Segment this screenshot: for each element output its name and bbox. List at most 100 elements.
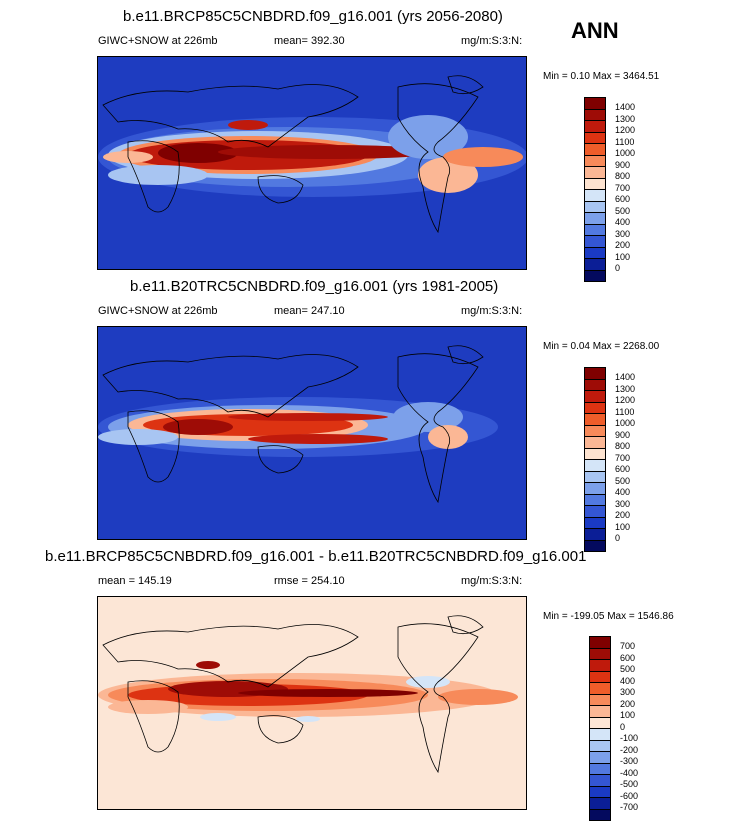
colorbar-swatch	[590, 808, 610, 820]
colorbar-tick-label: 0	[620, 721, 626, 732]
colorbar-swatch	[590, 797, 610, 809]
colorbar-swatch	[585, 200, 605, 212]
panel1-units: mg/m:S:3:N:	[461, 35, 523, 47]
colorbar-swatch	[590, 762, 610, 774]
colorbar-tick-label: -200	[620, 744, 639, 755]
colorbar-tick-label: 1100	[615, 136, 635, 147]
colorbar-tick-label: 700	[615, 182, 631, 193]
colorbar-swatch	[585, 447, 605, 459]
colorbar-tick-label: 0	[615, 263, 621, 273]
colorbar-tick-label: 1200	[615, 395, 636, 405]
colorbar-tick-label: 0	[615, 533, 621, 543]
panel1-variable: GIWC+SNOW at 226mb	[98, 35, 218, 47]
colorbar-swatch	[585, 482, 605, 494]
colorbar-swatch	[585, 189, 605, 201]
colorbar-tick-label: 500	[615, 205, 631, 216]
colorbar-tick-label: -500	[620, 779, 639, 789]
colorbar-swatch	[585, 516, 605, 528]
panel2-colorbar	[584, 367, 606, 552]
panel3-units: mg/m:S:3:N:	[461, 575, 523, 587]
panel2-minmax: Min = 0.04 Max = 2268.00	[543, 341, 660, 352]
colorbar-tick-label: -300	[620, 756, 639, 766]
colorbar-tick-label: 900	[615, 159, 631, 170]
colorbar-tick-label: 1200	[615, 125, 636, 135]
colorbar-swatch	[590, 682, 610, 694]
colorbar-swatch	[585, 269, 605, 281]
colorbar-tick-label: -100	[620, 733, 639, 743]
colorbar-tick-label: 1400	[615, 102, 636, 112]
colorbar-swatch	[585, 390, 605, 402]
colorbar-swatch	[585, 258, 605, 270]
colorbar-swatch	[585, 212, 605, 224]
colorbar-tick-label: 100	[615, 251, 631, 262]
colorbar-tick-label: 300	[615, 498, 631, 509]
colorbar-swatch	[585, 401, 605, 413]
colorbar-tick-label: 400	[620, 675, 636, 686]
colorbar-swatch	[590, 785, 610, 797]
colorbar-swatch	[585, 378, 605, 390]
colorbar-swatch	[590, 739, 610, 751]
colorbar-swatch	[585, 493, 605, 505]
panel3-minmax: Min = -199.05 Max = 1546.86	[543, 611, 674, 622]
panel1-map	[97, 56, 527, 270]
colorbar-swatch	[590, 716, 610, 728]
colorbar-swatch	[585, 539, 605, 551]
colorbar-tick-label: 300	[620, 687, 636, 697]
colorbar-tick-label: 200	[615, 510, 631, 520]
colorbar-swatch	[590, 705, 610, 717]
panel2-map	[97, 326, 527, 540]
colorbar-swatch	[590, 659, 610, 671]
panel1-title: b.e11.BRCP85C5CNBDRD.f09_g16.001 (yrs 20…	[123, 8, 503, 25]
panel3-colorbar	[589, 636, 611, 821]
colorbar-tick-label: 300	[615, 228, 631, 239]
colorbar-tick-label: 100	[620, 710, 636, 720]
panel3-map	[97, 596, 527, 810]
colorbar-tick-label: -400	[620, 767, 639, 778]
season-label: ANN	[571, 18, 619, 43]
colorbar-tick-label: 900	[615, 429, 631, 440]
colorbar-tick-label: 1400	[615, 372, 636, 382]
colorbar-tick-label: 100	[615, 521, 631, 532]
colorbar-swatch	[585, 108, 605, 120]
colorbar-swatch	[585, 154, 605, 166]
colorbar-swatch	[585, 246, 605, 258]
panel1-mean: mean= 392.30	[274, 35, 345, 47]
panel2-title: b.e11.B20TRC5CNBDRD.f09_g16.001 (yrs 198…	[130, 278, 499, 295]
colorbar-tick-label: 800	[615, 441, 631, 451]
colorbar-tick-label: 500	[615, 475, 631, 486]
colorbar-tick-label: 400	[615, 487, 631, 497]
panel1-minmax: Min = 0.10 Max = 3464.51	[543, 71, 660, 82]
colorbar-tick-label: 1100	[615, 406, 635, 417]
colorbar-swatch	[585, 436, 605, 448]
colorbar-tick-label: 600	[615, 194, 631, 204]
colorbar-swatch	[585, 143, 605, 155]
colorbar-swatch	[585, 166, 605, 178]
colorbar-tick-label: 1000	[615, 418, 636, 428]
colorbar-swatch	[585, 120, 605, 132]
colorbar-tick-label: 200	[615, 240, 631, 250]
colorbar-swatch	[585, 235, 605, 247]
panel3-mean: mean = 145.19	[98, 575, 172, 587]
colorbar-tick-label: 400	[615, 217, 631, 227]
colorbar-tick-label: 600	[615, 464, 631, 474]
colorbar-tick-label: 700	[620, 641, 636, 651]
colorbar-swatch	[590, 670, 610, 682]
panel2-units: mg/m:S:3:N:	[461, 305, 523, 317]
colorbar-tick-label: -700	[620, 802, 639, 812]
colorbar-tick-label: 1300	[615, 383, 636, 394]
panel3-map-field	[98, 615, 518, 774]
colorbar-swatch	[590, 637, 610, 648]
colorbar-swatch	[590, 751, 610, 763]
colorbar-tick-label: 700	[615, 452, 631, 463]
colorbar-tick-label: 1300	[615, 113, 636, 124]
colorbar-tick-label: 800	[615, 171, 631, 181]
colorbar-tick-label: 200	[620, 698, 636, 709]
colorbar-swatch	[585, 223, 605, 235]
colorbar-swatch	[585, 98, 605, 109]
colorbar-tick-label: -600	[620, 790, 639, 801]
panel2-mean: mean= 247.10	[274, 305, 345, 317]
panel1-colorbar	[584, 97, 606, 282]
colorbar-swatch	[590, 647, 610, 659]
colorbar-swatch	[585, 528, 605, 540]
panel2-variable: GIWC+SNOW at 226mb	[98, 305, 218, 317]
